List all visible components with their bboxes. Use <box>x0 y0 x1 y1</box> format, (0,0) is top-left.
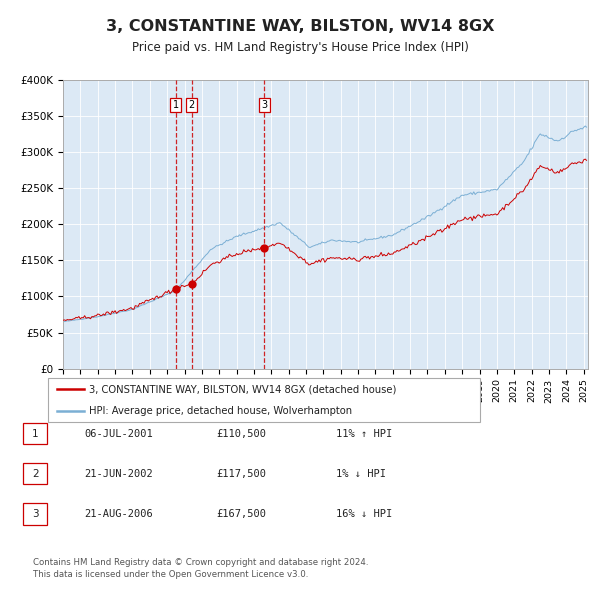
Text: 2: 2 <box>32 469 39 478</box>
Text: 21-AUG-2006: 21-AUG-2006 <box>84 509 153 519</box>
Text: £117,500: £117,500 <box>216 469 266 478</box>
Text: Price paid vs. HM Land Registry's House Price Index (HPI): Price paid vs. HM Land Registry's House … <box>131 41 469 54</box>
Text: 3: 3 <box>32 509 39 519</box>
Text: 11% ↑ HPI: 11% ↑ HPI <box>336 429 392 438</box>
Text: 2: 2 <box>188 100 195 110</box>
Text: HPI: Average price, detached house, Wolverhampton: HPI: Average price, detached house, Wolv… <box>89 407 352 416</box>
Text: 1: 1 <box>173 100 179 110</box>
Text: 3, CONSTANTINE WAY, BILSTON, WV14 8GX (detached house): 3, CONSTANTINE WAY, BILSTON, WV14 8GX (d… <box>89 385 396 394</box>
Text: 16% ↓ HPI: 16% ↓ HPI <box>336 509 392 519</box>
Text: 06-JUL-2001: 06-JUL-2001 <box>84 429 153 438</box>
Text: 3, CONSTANTINE WAY, BILSTON, WV14 8GX: 3, CONSTANTINE WAY, BILSTON, WV14 8GX <box>106 19 494 34</box>
Text: £110,500: £110,500 <box>216 429 266 438</box>
Text: 1: 1 <box>32 429 39 438</box>
Text: 3: 3 <box>261 100 267 110</box>
Text: 1% ↓ HPI: 1% ↓ HPI <box>336 469 386 478</box>
Text: Contains HM Land Registry data © Crown copyright and database right 2024.
This d: Contains HM Land Registry data © Crown c… <box>33 558 368 579</box>
Text: 21-JUN-2002: 21-JUN-2002 <box>84 469 153 478</box>
Text: £167,500: £167,500 <box>216 509 266 519</box>
